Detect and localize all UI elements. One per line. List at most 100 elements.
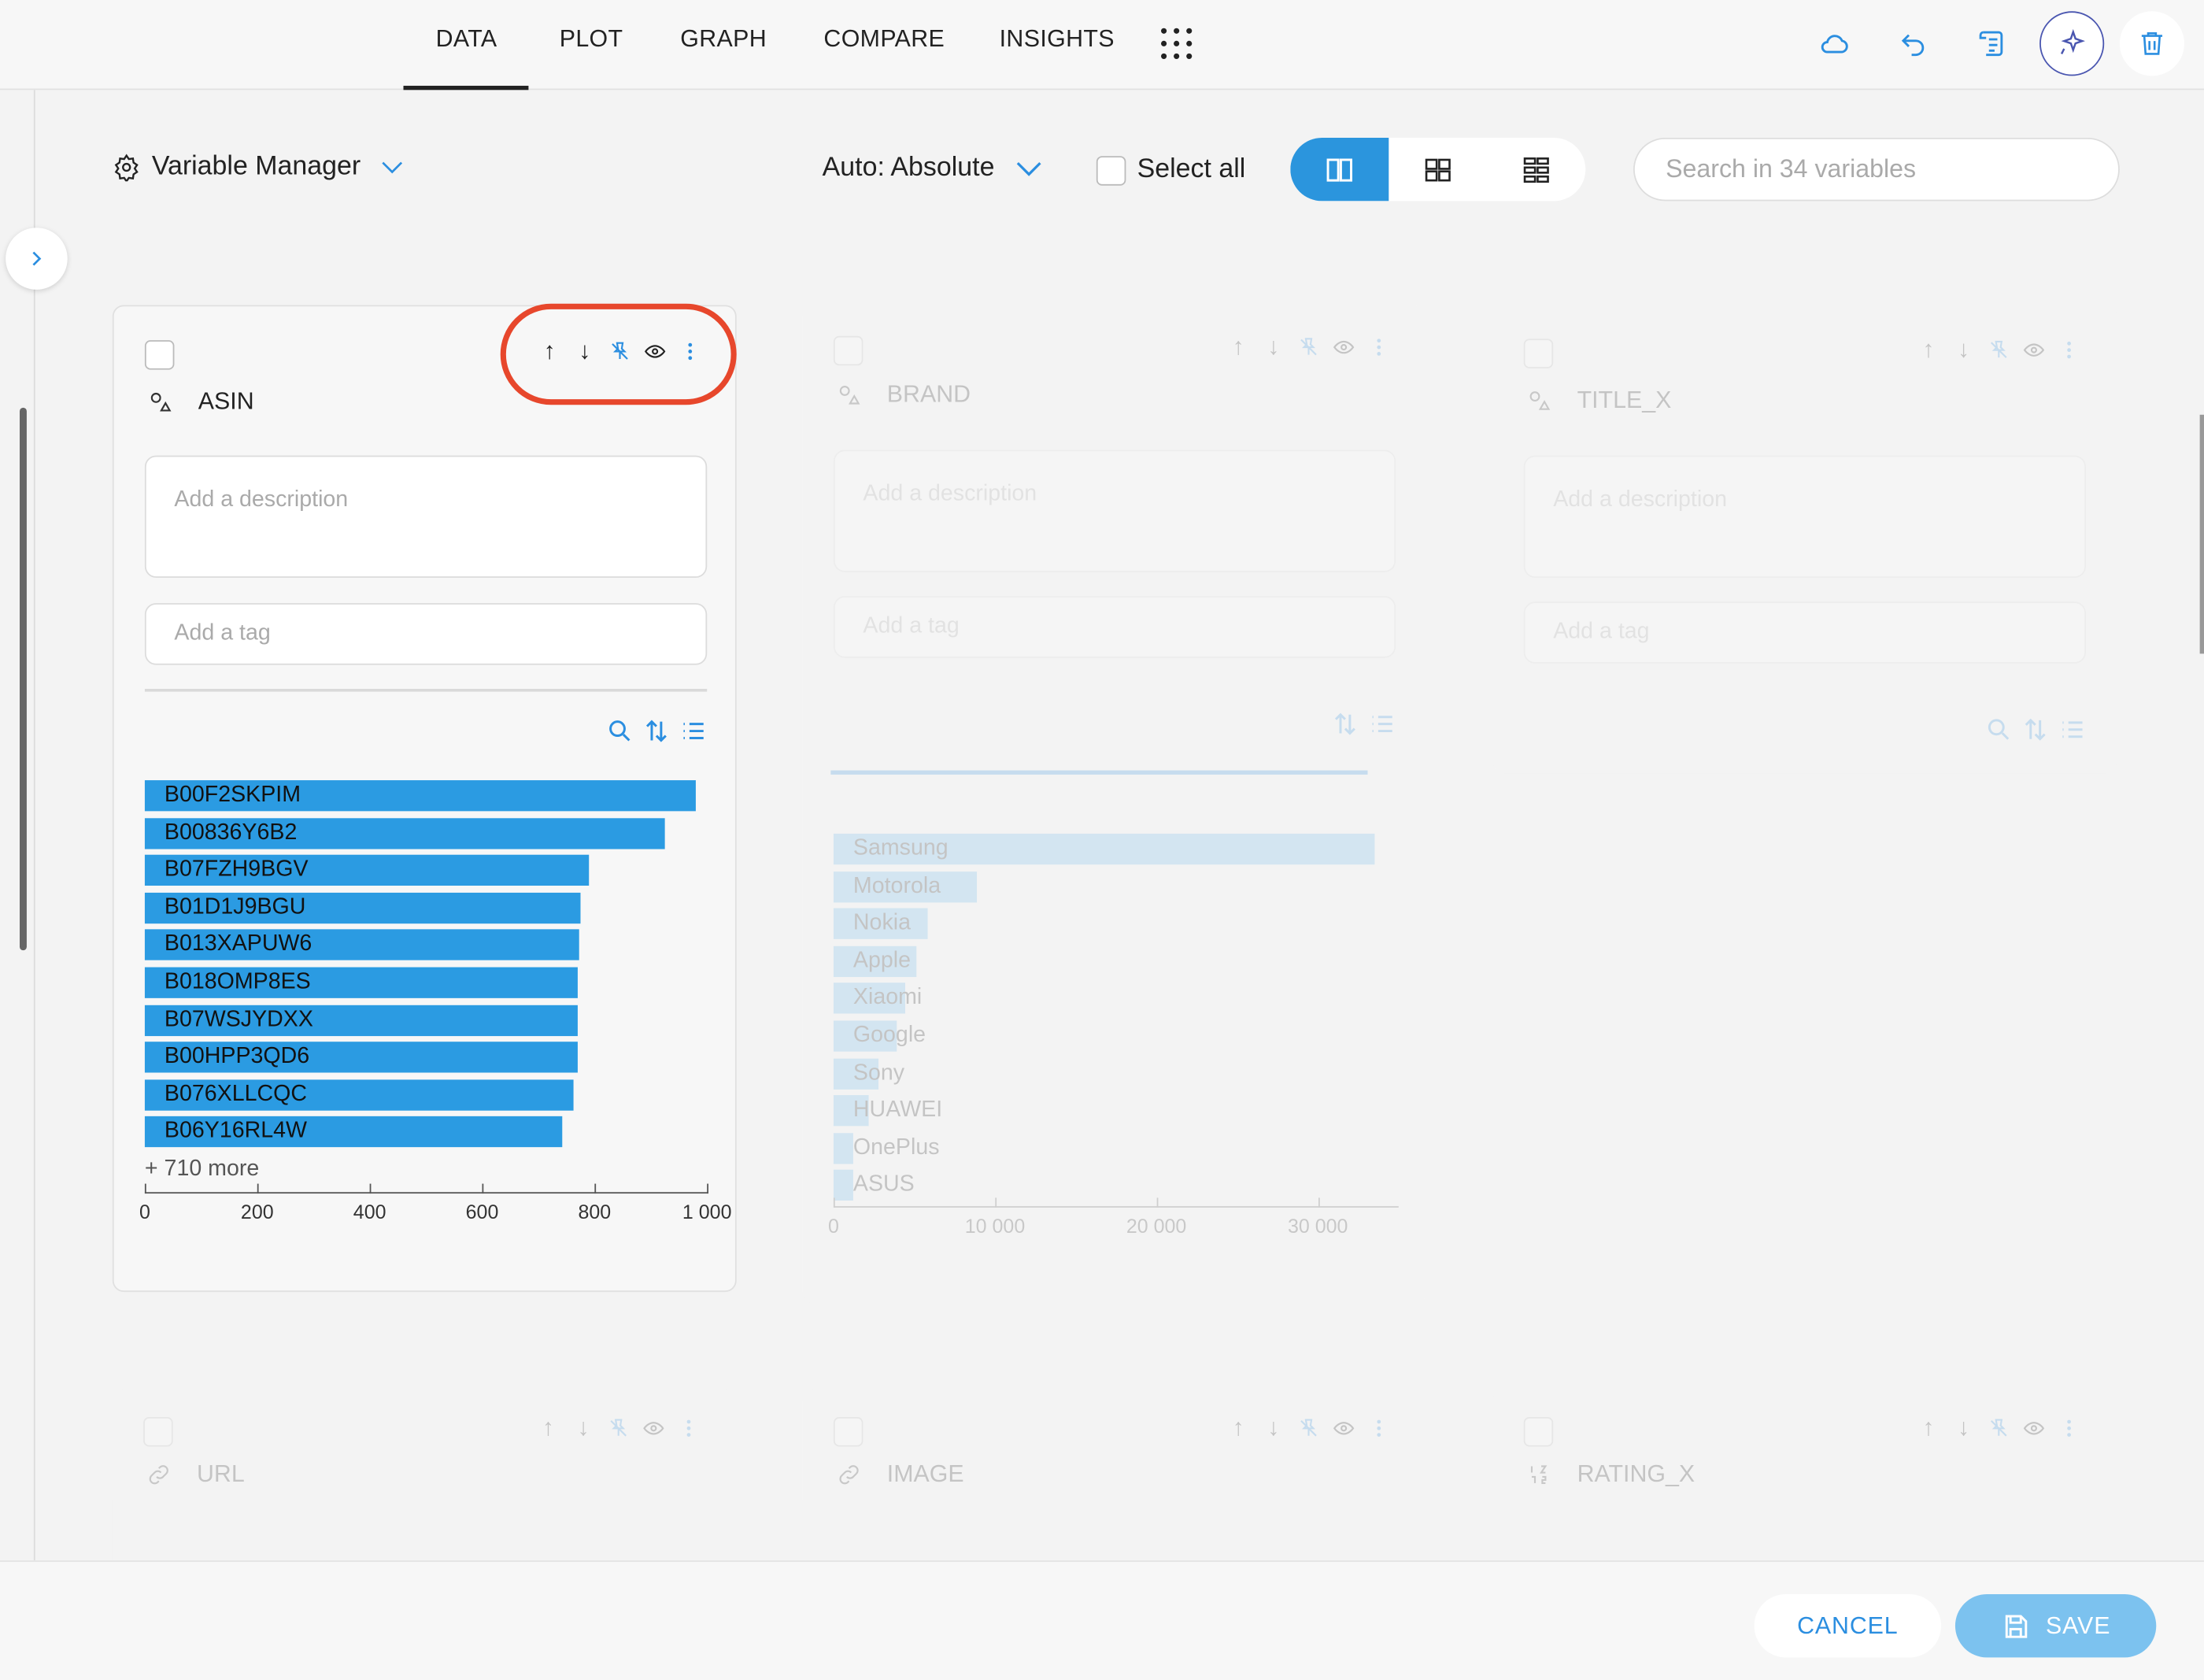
chart-bar[interactable]: Xiaomi bbox=[833, 982, 922, 1015]
view-grid-button[interactable] bbox=[1389, 138, 1487, 201]
eye-icon[interactable] bbox=[2023, 336, 2046, 364]
chart-bar[interactable]: B00F2SKPIM bbox=[144, 780, 696, 812]
magic-sparkle-button[interactable] bbox=[2039, 11, 2105, 76]
tab-graph[interactable]: GRAPH bbox=[680, 25, 767, 53]
card-checkbox[interactable] bbox=[144, 340, 175, 370]
list-icon[interactable] bbox=[2058, 716, 2086, 744]
chart-bar[interactable]: B06Y16RL4W bbox=[144, 1116, 563, 1148]
x-axis-tick-label: 800 bbox=[578, 1201, 612, 1223]
list-icon[interactable] bbox=[1368, 710, 1396, 738]
move-down-icon[interactable]: ↓ bbox=[579, 337, 591, 364]
move-down-icon[interactable]: ↓ bbox=[577, 1414, 590, 1441]
chart-bar[interactable]: HUAWEI bbox=[833, 1095, 942, 1127]
checkbox[interactable] bbox=[1096, 155, 1126, 185]
variable-manager-dropdown[interactable]: Variable Manager bbox=[113, 152, 405, 183]
eye-icon[interactable] bbox=[2023, 1414, 2046, 1442]
chart-bar[interactable]: Sony bbox=[833, 1057, 904, 1090]
categorical-type-icon bbox=[839, 386, 860, 405]
search-variables-input[interactable]: Search in 34 variables bbox=[1633, 138, 2120, 202]
bar-label: Motorola bbox=[852, 873, 941, 898]
tag-input[interactable]: Add a tag bbox=[144, 603, 708, 665]
cloud-icon[interactable] bbox=[1810, 20, 1858, 68]
tag-input[interactable]: Add a tag bbox=[833, 596, 1396, 658]
move-up-icon[interactable]: ↑ bbox=[1922, 1414, 1935, 1441]
chart-bar[interactable]: B00836Y6B2 bbox=[144, 817, 665, 849]
move-down-icon[interactable]: ↓ bbox=[1267, 333, 1280, 361]
undo-icon[interactable] bbox=[1889, 20, 1937, 68]
card-checkbox[interactable] bbox=[143, 1417, 173, 1447]
chevron-right-icon bbox=[32, 251, 42, 266]
eye-icon[interactable] bbox=[642, 1414, 665, 1442]
select-all-checkbox[interactable]: Select all bbox=[1096, 154, 1245, 185]
more-options-icon[interactable] bbox=[1368, 333, 1391, 361]
expand-sidebar-button[interactable] bbox=[6, 228, 68, 290]
move-up-icon[interactable]: ↑ bbox=[543, 337, 556, 364]
move-down-icon[interactable]: ↓ bbox=[1958, 335, 1970, 363]
chart-bar[interactable]: B018OMP8ES bbox=[144, 967, 578, 998]
chart-bar[interactable]: ASUS bbox=[833, 1170, 915, 1201]
card-checkbox[interactable] bbox=[833, 1417, 863, 1447]
sort-icon[interactable] bbox=[1331, 710, 1359, 738]
script-icon[interactable] bbox=[1968, 20, 2016, 68]
unpin-icon[interactable] bbox=[1988, 1414, 2010, 1442]
apps-grid-icon[interactable] bbox=[1161, 28, 1193, 59]
chart-bar[interactable]: B013XAPUW6 bbox=[144, 930, 579, 961]
vertical-scrollbar[interactable] bbox=[20, 407, 27, 951]
list-icon[interactable] bbox=[679, 717, 708, 746]
chart-bar[interactable]: B07WSJYDXX bbox=[144, 1005, 578, 1036]
card-checkbox[interactable] bbox=[833, 335, 863, 366]
view-mode-toggle bbox=[1290, 138, 1586, 202]
more-options-icon[interactable] bbox=[2058, 336, 2080, 364]
unpin-icon[interactable] bbox=[1297, 1414, 1320, 1442]
chart-bar[interactable]: Nokia bbox=[833, 908, 927, 940]
bar-label: B076XLLCQC bbox=[164, 1082, 307, 1106]
tab-plot[interactable]: PLOT bbox=[559, 25, 623, 53]
view-compact-grid-button[interactable] bbox=[1487, 138, 1585, 201]
chart-bar[interactable]: Google bbox=[833, 1020, 926, 1052]
chart-bar[interactable]: Samsung bbox=[833, 833, 1375, 865]
unpin-icon[interactable] bbox=[607, 1414, 630, 1442]
auto-mode-dropdown[interactable]: Auto: Absolute bbox=[823, 152, 1045, 186]
unpin-icon[interactable] bbox=[1297, 333, 1320, 361]
tab-insights[interactable]: INSIGHTS bbox=[999, 25, 1115, 53]
move-up-icon[interactable]: ↑ bbox=[1232, 333, 1244, 361]
sort-icon[interactable] bbox=[2021, 716, 2050, 744]
move-up-icon[interactable]: ↑ bbox=[1922, 335, 1935, 363]
chart-bar[interactable]: B01D1J9BGU bbox=[144, 892, 581, 923]
sort-icon[interactable] bbox=[642, 717, 671, 746]
cancel-button[interactable]: CANCEL bbox=[1754, 1594, 1942, 1658]
chart-bar[interactable]: Apple bbox=[833, 945, 916, 977]
unpin-icon[interactable] bbox=[1988, 336, 2010, 364]
description-textarea[interactable]: Add a description bbox=[144, 455, 708, 578]
tab-compare[interactable]: COMPARE bbox=[823, 25, 945, 53]
right-scrollbar[interactable] bbox=[2199, 414, 2204, 654]
more-options-icon[interactable] bbox=[2058, 1414, 2080, 1442]
move-down-icon[interactable]: ↓ bbox=[1958, 1414, 1970, 1441]
move-up-icon[interactable]: ↑ bbox=[542, 1414, 555, 1441]
move-down-icon[interactable]: ↓ bbox=[1267, 1414, 1280, 1441]
view-two-column-button[interactable] bbox=[1290, 138, 1389, 202]
chart-bar[interactable]: Motorola bbox=[833, 871, 978, 902]
chart-bar[interactable]: OnePlus bbox=[833, 1132, 940, 1164]
chart-bar[interactable]: B076XLLCQC bbox=[144, 1079, 574, 1111]
more-options-icon[interactable] bbox=[679, 338, 702, 366]
tab-data[interactable]: DATA bbox=[435, 25, 497, 53]
card-checkbox[interactable] bbox=[1523, 339, 1554, 368]
move-up-icon[interactable]: ↑ bbox=[1232, 1414, 1244, 1441]
search-icon[interactable] bbox=[1984, 716, 2013, 744]
unpin-icon[interactable] bbox=[608, 338, 631, 366]
chart-bar[interactable]: B07FZH9BGV bbox=[144, 855, 590, 886]
card-checkbox[interactable] bbox=[1523, 1417, 1554, 1447]
description-textarea[interactable]: Add a description bbox=[833, 450, 1396, 572]
search-icon[interactable] bbox=[606, 717, 634, 746]
save-button[interactable]: SAVE bbox=[1954, 1594, 2157, 1658]
more-options-icon[interactable] bbox=[678, 1414, 701, 1442]
eye-icon[interactable] bbox=[1333, 333, 1355, 361]
description-textarea[interactable]: Add a description bbox=[1523, 455, 2086, 578]
tag-input[interactable]: Add a tag bbox=[1523, 601, 2086, 664]
chart-bar[interactable]: B00HPP3QD6 bbox=[144, 1042, 578, 1073]
eye-icon[interactable] bbox=[644, 338, 667, 366]
more-options-icon[interactable] bbox=[1368, 1414, 1391, 1442]
eye-icon[interactable] bbox=[1333, 1414, 1355, 1442]
trash-button[interactable] bbox=[2119, 11, 2184, 76]
